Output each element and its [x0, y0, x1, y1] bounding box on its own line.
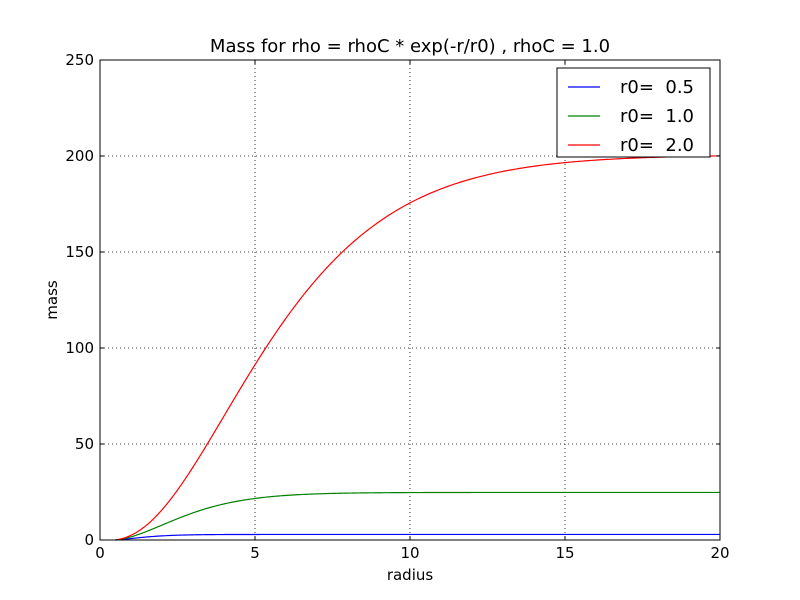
y-tick-label: 50	[75, 435, 94, 453]
x-tick-label: 10	[400, 544, 419, 562]
series-line-r0-1	[115, 491, 720, 541]
y-tick-label: 200	[65, 147, 94, 165]
y-tick-label: 150	[65, 243, 94, 261]
y-tick-label: 0	[84, 531, 94, 549]
x-tick-label: 5	[250, 544, 260, 562]
x-tick-label: 0	[95, 544, 105, 562]
y-axis-label: mass	[43, 280, 61, 320]
legend-label: r0= 0.5	[620, 77, 694, 98]
series-lines	[115, 155, 721, 541]
y-tick-label: 250	[65, 51, 94, 69]
legend-label: r0= 1.0	[620, 106, 694, 127]
x-tick-label: 15	[555, 544, 574, 562]
series-line-r0-2	[115, 155, 721, 541]
series-line-r0-0-5	[115, 533, 720, 541]
legend-label: r0= 2.0	[620, 135, 694, 156]
x-tick-label: 20	[710, 544, 729, 562]
x-axis-label: radius	[387, 566, 434, 584]
y-tick-label: 100	[65, 339, 94, 357]
chart-title: Mass for rho = rhoC * exp(-r/r0) , rhoC …	[210, 36, 610, 57]
legend: r0= 0.5 r0= 1.0 r0= 2.0	[556, 67, 711, 158]
legend-box	[556, 67, 711, 158]
